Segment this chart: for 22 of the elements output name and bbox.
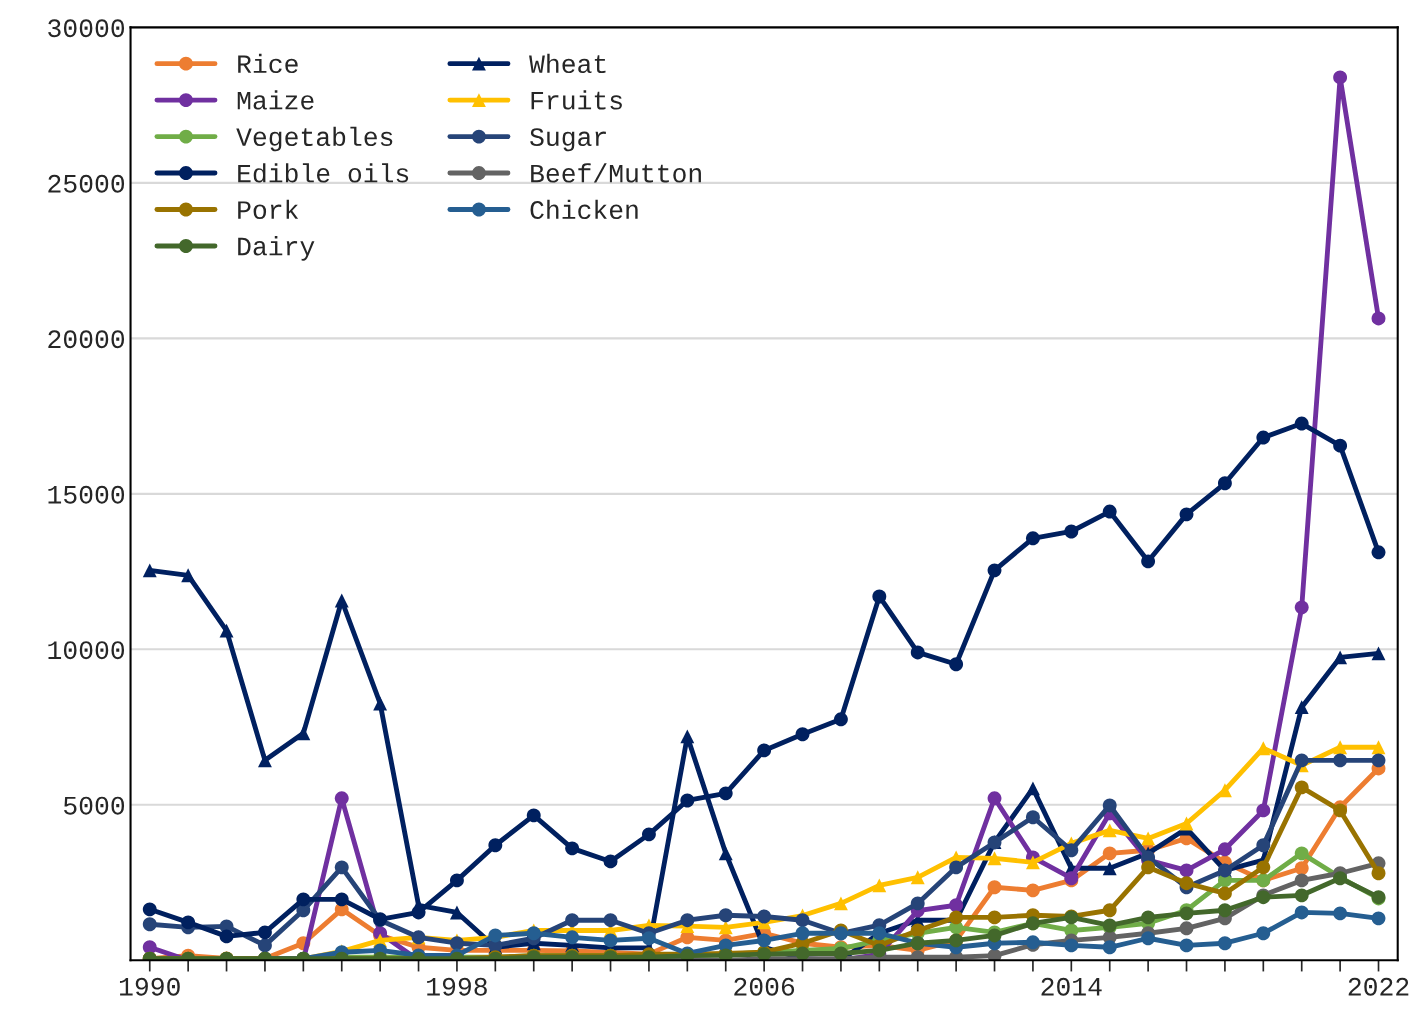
- legend-label: Fruits: [531, 90, 622, 110]
- x-tick-label: 1990: [119, 977, 180, 996]
- legend-label: Beef/Mutton: [531, 163, 701, 183]
- x-tick-label: 2014: [1041, 977, 1102, 996]
- legend-label: Pork: [238, 199, 299, 220]
- legend-label: Chicken: [530, 199, 638, 220]
- legend-label: Vegetables: [236, 126, 393, 152]
- x-tick-label: 2006: [734, 977, 795, 996]
- legend-label: Sugar: [530, 128, 606, 152]
- y-tick-label: 15000: [48, 485, 125, 504]
- y-tick-label: 5000: [63, 796, 125, 815]
- legend-label: Maize: [237, 90, 314, 110]
- x-tick-label: 1998: [427, 977, 487, 996]
- legend-label: Dairy: [238, 236, 315, 261]
- y-tick-label: 30000: [48, 19, 125, 38]
- y-tick-label: 20000: [48, 330, 125, 349]
- y-tick-label: 25000: [48, 174, 125, 193]
- x-tick-label: 2022: [1348, 977, 1409, 996]
- legend-label: Edible oils: [238, 163, 409, 183]
- y-tick-label: 10000: [48, 641, 125, 660]
- legend-label: Rice: [238, 53, 298, 74]
- legend-label: Wheat: [529, 53, 606, 74]
